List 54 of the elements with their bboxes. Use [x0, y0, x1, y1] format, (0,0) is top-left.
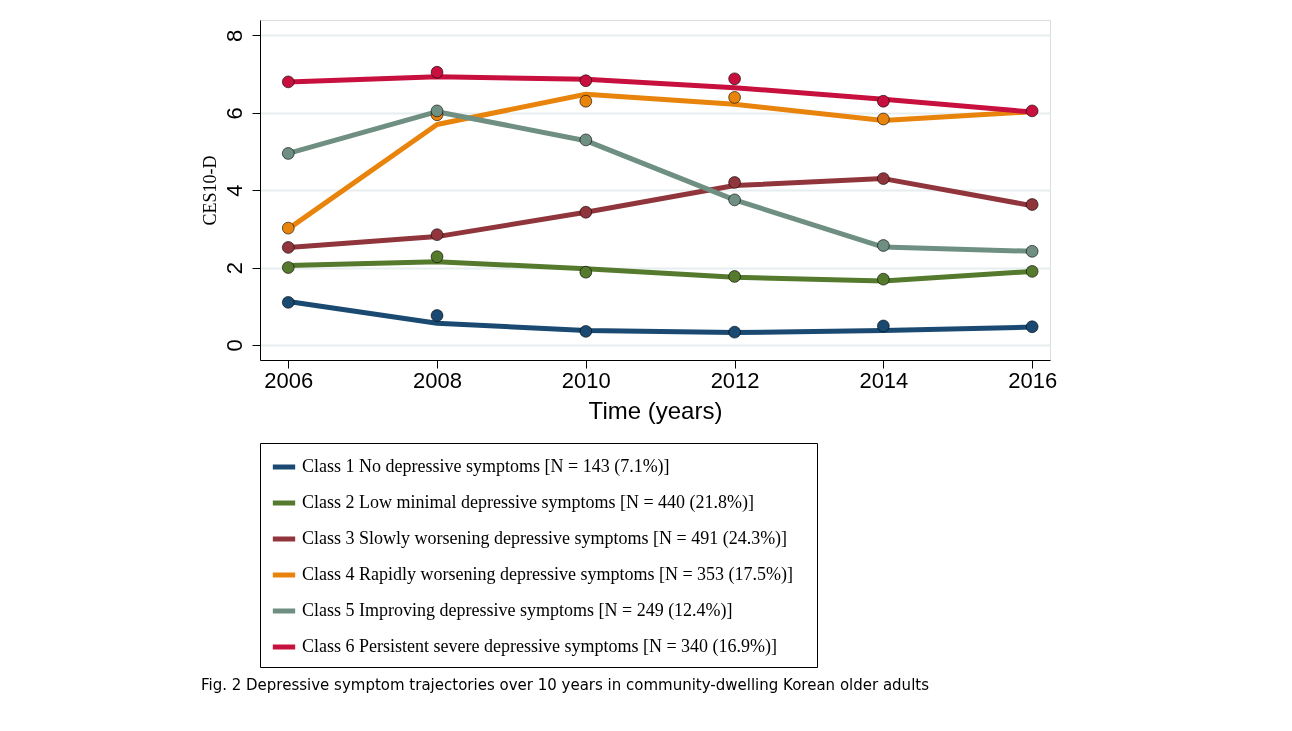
point — [430, 228, 444, 241]
y-tick-label: 2 — [221, 261, 247, 275]
y-axis-title: CES10-D — [199, 155, 220, 226]
y-tick-label: 0 — [221, 339, 247, 352]
point — [1025, 104, 1039, 118]
y-tick-label: 8 — [221, 29, 247, 43]
y-tick-label: 4 — [221, 184, 247, 197]
point — [282, 241, 295, 254]
legend-label: Class 1 No depressive symptoms [N = 143 (7.1%)] — [302, 456, 670, 477]
legend-label: Class 2 Low minimal depressive symptoms [N = 440 (21.8%)] — [302, 492, 755, 513]
point — [877, 95, 890, 108]
point — [728, 72, 741, 85]
legend-label: Class 6 Persistent severe depressive symptoms [N = 340 (16.9%)] — [302, 636, 778, 657]
x-tick-label: 2012 — [710, 367, 760, 393]
point — [430, 66, 444, 79]
legend-label: Class 5 Improving depressive symptoms [N = 249 (12.4%)] — [302, 600, 733, 621]
x-tick-label: 2008 — [413, 367, 463, 393]
point — [579, 206, 593, 219]
point — [1025, 265, 1039, 278]
point — [282, 296, 295, 309]
point — [728, 193, 741, 207]
point — [1025, 198, 1039, 211]
point — [282, 221, 295, 235]
point — [282, 261, 295, 274]
point — [430, 309, 444, 322]
point — [728, 325, 741, 339]
point — [1025, 320, 1039, 333]
x-axis-title: Time (years) — [588, 396, 723, 424]
point — [579, 74, 593, 87]
point — [579, 325, 593, 338]
point — [728, 176, 741, 189]
point — [579, 265, 593, 279]
point — [1025, 245, 1039, 258]
point — [579, 133, 593, 147]
x-tick-label: 2010 — [561, 367, 611, 393]
point — [430, 104, 444, 118]
point — [877, 172, 890, 185]
x-tick-label: 2006 — [264, 367, 314, 393]
legend-label: Class 3 Slowly worsening depressive symptoms [N = 491 (24.3%)] — [302, 528, 788, 549]
legend-label: Class 4 Rapidly worsening depressive symptoms [N = 353 (17.5%)] — [302, 564, 794, 585]
y-tick-label: 6 — [221, 107, 247, 120]
caption: Fig. 2 Depressive symptom trajectories over 10 years in community-dwelling Korean older adults — [201, 675, 930, 694]
point — [430, 250, 444, 263]
point — [282, 147, 295, 160]
point — [877, 239, 890, 252]
point — [877, 319, 890, 333]
point — [579, 95, 593, 108]
point — [877, 112, 890, 126]
point — [728, 91, 741, 104]
point — [877, 272, 890, 286]
point — [282, 75, 295, 89]
point — [728, 270, 741, 283]
x-tick-label: 2016 — [1008, 367, 1058, 393]
x-tick-label: 2014 — [859, 367, 909, 393]
